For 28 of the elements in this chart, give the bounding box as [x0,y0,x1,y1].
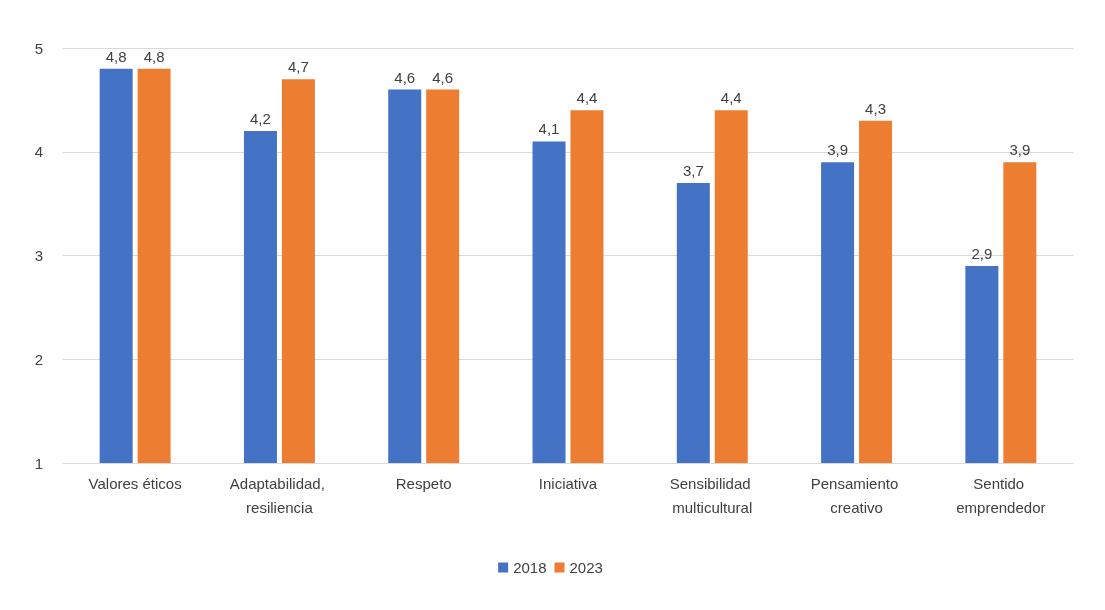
x-tick-label: Pensamiento creativo [810,474,903,516]
legend-label: 2023 [569,559,603,576]
data-label: 4,2 [250,110,271,127]
data-label: 4,7 [287,58,309,76]
data-label: 4,6 [432,68,454,86]
x-tick-label: Respeto [395,474,452,492]
x-tick-label: Sensibilidad multicultural [669,474,755,516]
x-tick-label: Sentido emprendedor [956,474,1046,516]
data-label: 4,8 [143,47,165,65]
data-label: 4,4 [576,89,598,107]
data-label: 4,4 [720,89,742,107]
data-label: 4,1 [538,120,560,138]
y-tick-label: 3 [34,247,43,264]
x-tick-label: Valores éticos [88,474,182,492]
data-label: 3,9 [1009,141,1031,159]
y-tick-label: 5 [34,39,43,57]
data-label: 2,9 [971,244,993,262]
data-label: 3,9 [827,141,849,159]
y-tick-label: 2 [34,350,43,368]
y-tick-label: 4 [34,143,43,161]
y-tick-label: 1 [34,454,43,472]
data-label: 4,3 [865,99,886,117]
data-label: 4,8 [105,47,127,65]
x-tick-label: Adaptabilidad, resiliencia [229,474,330,516]
x-tick-label: Iniciativa [538,474,598,492]
legend-label: 2018 [513,559,547,576]
data-label: 3,7 [682,161,704,179]
data-label: 4,6 [394,68,416,86]
